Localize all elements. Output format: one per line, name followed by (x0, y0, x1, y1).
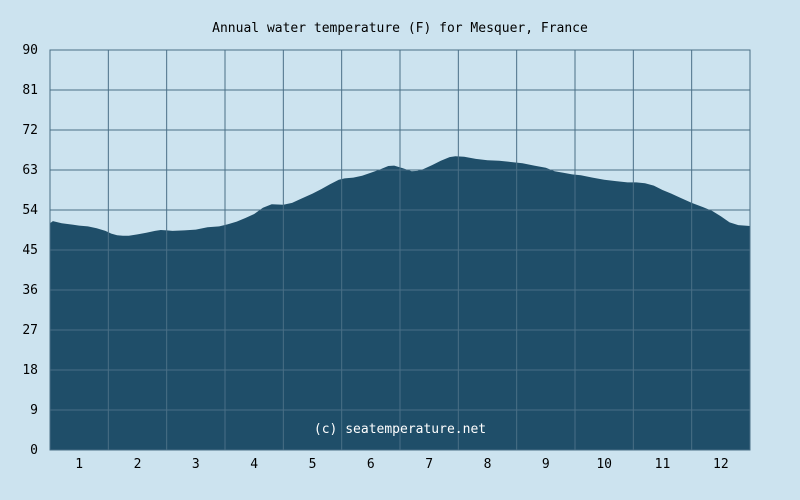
y-tick-label: 9 (30, 403, 38, 418)
y-tick-label: 18 (22, 363, 38, 378)
x-tick-label: 7 (425, 457, 433, 472)
x-tick-label: 6 (367, 457, 375, 472)
watermark-text: (c) seatemperature.net (314, 422, 486, 437)
y-tick-label: 63 (22, 163, 38, 178)
y-tick-label: 90 (22, 43, 38, 58)
y-tick-label: 54 (22, 203, 38, 218)
x-tick-label: 4 (250, 457, 258, 472)
y-tick-label: 72 (22, 123, 38, 138)
x-tick-label: 2 (134, 457, 142, 472)
y-tick-label: 0 (30, 443, 38, 458)
plot-frame (49, 49, 751, 451)
y-tick-label: 81 (22, 83, 38, 98)
x-tick-label: 12 (713, 457, 729, 472)
x-tick-label: 8 (484, 457, 492, 472)
x-tick-label: 5 (309, 457, 317, 472)
x-tick-label: 10 (596, 457, 612, 472)
x-tick-label: 1 (75, 457, 83, 472)
x-tick-label: 11 (655, 457, 671, 472)
y-tick-label: 45 (22, 243, 38, 258)
y-tick-label: 36 (22, 283, 38, 298)
chart-title: Annual water temperature (F) for Mesquer… (212, 21, 588, 36)
y-tick-label: 27 (22, 323, 38, 338)
x-tick-label: 3 (192, 457, 200, 472)
x-tick-label: 9 (542, 457, 550, 472)
